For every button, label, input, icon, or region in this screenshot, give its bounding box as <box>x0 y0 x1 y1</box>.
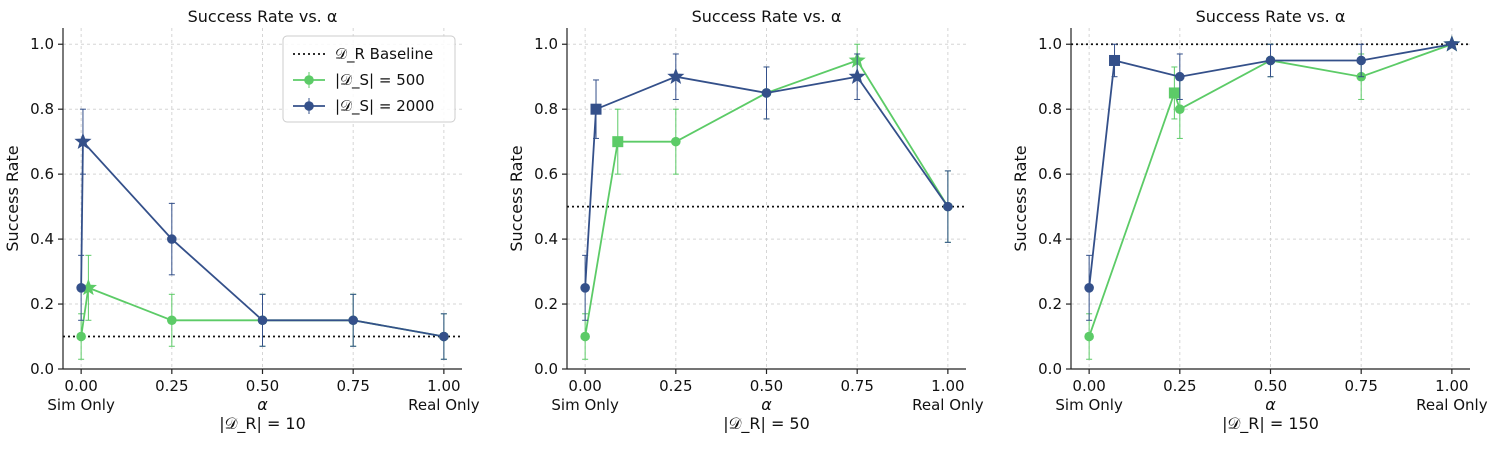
data-point-square <box>612 136 624 148</box>
x-tick-label: 0.25 <box>155 377 188 395</box>
x-tick-label: 0.00 <box>1072 377 1105 395</box>
real-only-label: Real Only <box>1416 396 1488 414</box>
x-axis-label: α <box>1265 395 1276 414</box>
data-point-square <box>1168 87 1180 99</box>
legend-swatch-marker <box>304 101 314 111</box>
data-point-circle <box>1175 71 1185 82</box>
y-tick-label: 0.0 <box>534 360 558 378</box>
data-point-circle <box>761 88 772 98</box>
x-axis-sublabel: |𝒟_R| = 10 <box>219 414 306 434</box>
x-tick-label: 0.25 <box>659 377 692 395</box>
data-point-circle <box>1265 55 1276 66</box>
y-tick-label: 0.0 <box>1038 360 1062 378</box>
x-tick-label: 0.50 <box>246 377 279 395</box>
sim-only-label: Sim Only <box>1055 396 1123 414</box>
real-only-label: Real Only <box>912 396 984 414</box>
legend-label-s500: |𝒟_S| = 500 <box>335 71 425 90</box>
x-tick-label: 0.75 <box>840 377 873 395</box>
x-tick-label: 0.25 <box>1163 377 1196 395</box>
data-point-star <box>74 132 92 149</box>
chart-title: Success Rate vs. α <box>188 7 338 26</box>
data-point-circle <box>167 234 177 244</box>
legend: 𝒟_R Baseline |𝒟_S| = 500 |𝒟_S| = 2000 <box>282 35 456 123</box>
series-line <box>584 75 949 288</box>
series-line <box>1088 43 1453 288</box>
y-tick-label: 0.8 <box>30 100 54 118</box>
x-axis-label: α <box>761 395 772 414</box>
y-tick-label: 0.6 <box>534 165 558 183</box>
x-axis-sublabel: |𝒟_R| = 50 <box>723 414 810 434</box>
y-tick-label: 0.6 <box>30 165 54 183</box>
data-point-circle <box>671 136 681 147</box>
data-point-star <box>1443 35 1461 52</box>
y-tick-label: 0.6 <box>1038 165 1062 183</box>
x-tick-label: 0.75 <box>1344 377 1377 395</box>
data-point-circle <box>257 315 268 326</box>
x-tick-label: 1.00 <box>427 377 460 395</box>
data-point-square <box>1109 54 1121 66</box>
y-axis-label: Success Rate <box>1011 145 1030 251</box>
y-tick-label: 1.0 <box>534 35 558 53</box>
y-axis-label: Success Rate <box>3 145 22 251</box>
real-only-label: Real Only <box>408 396 480 414</box>
legend-label-s2000: |𝒟_S| = 2000 <box>335 97 434 116</box>
legend-label-baseline: 𝒟_R Baseline <box>335 45 433 64</box>
data-point-circle <box>1084 283 1094 293</box>
sim-only-label: Sim Only <box>47 396 115 414</box>
y-tick-label: 0.2 <box>30 295 54 313</box>
data-point-star <box>848 67 866 84</box>
x-tick-label: 0.00 <box>568 377 601 395</box>
series-line <box>1088 43 1453 337</box>
y-axis-label: Success Rate <box>507 145 526 251</box>
y-tick-label: 0.0 <box>30 360 54 378</box>
y-tick-label: 0.2 <box>534 295 558 313</box>
data-point-circle <box>943 201 953 212</box>
y-tick-label: 0.4 <box>534 230 558 248</box>
x-tick-label: 0.00 <box>64 377 97 395</box>
data-point-star <box>79 278 97 296</box>
data-point-circle <box>580 331 590 342</box>
data-point-circle <box>76 283 86 293</box>
y-tick-label: 0.8 <box>1038 100 1062 118</box>
y-tick-label: 0.4 <box>1038 230 1062 248</box>
data-point-circle <box>580 283 590 293</box>
legend-box <box>282 35 456 123</box>
y-tick-label: 1.0 <box>1038 35 1062 53</box>
data-point-circle <box>167 315 177 326</box>
x-tick-label: 1.00 <box>1435 377 1468 395</box>
y-tick-label: 0.2 <box>1038 295 1062 313</box>
x-tick-label: 0.50 <box>750 377 783 395</box>
chart-panel-1: 0.0 0.2 0.4 0.6 0.8 1.0 0.00 0.25 0.50 0.75 1.00 Si… <box>3 7 480 434</box>
x-tick-label: 1.00 <box>931 377 964 395</box>
series-s2000 <box>1084 35 1461 321</box>
series-s500 <box>1084 35 1461 360</box>
y-tick-label: 1.0 <box>30 35 54 53</box>
series-s2000 <box>580 53 953 321</box>
data-point-star <box>667 67 685 84</box>
y-tick-label: 0.4 <box>30 230 54 248</box>
chart-panel-3: 0.0 0.2 0.4 0.6 0.8 1.0 0.00 0.25 0.50 0.75 1.00 Si… <box>1011 7 1488 434</box>
series-line <box>584 59 949 337</box>
data-point-circle <box>1084 331 1094 342</box>
sim-only-label: Sim Only <box>551 396 619 414</box>
chart-title: Success Rate vs. α <box>1196 7 1346 26</box>
series-line <box>80 139 445 338</box>
x-tick-label: 0.50 <box>1254 377 1287 395</box>
data-point-circle <box>1175 104 1185 114</box>
data-point-circle <box>348 315 358 326</box>
data-point-circle <box>1356 55 1366 66</box>
legend-swatch-marker <box>304 75 314 85</box>
y-tick-label: 0.8 <box>534 100 558 118</box>
x-axis-label: α <box>257 395 268 414</box>
series-s2000 <box>74 108 449 360</box>
data-point-circle <box>76 331 86 342</box>
data-point-circle <box>439 331 449 342</box>
x-axis-sublabel: |𝒟_R| = 150 <box>1222 414 1319 434</box>
chart-panel-2: 0.0 0.2 0.4 0.6 0.8 1.0 0.00 0.25 0.50 0.75 1.00 Si… <box>507 7 984 434</box>
data-point-square <box>590 103 602 115</box>
x-tick-label: 0.75 <box>336 377 369 395</box>
chart-title: Success Rate vs. α <box>692 7 842 26</box>
